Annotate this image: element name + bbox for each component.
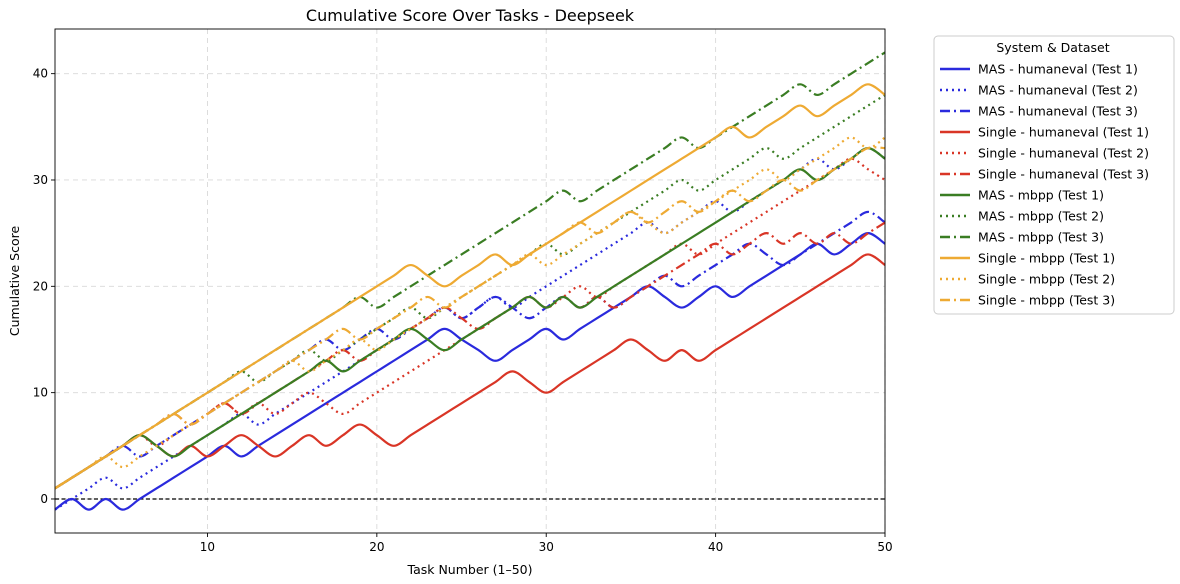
legend-label-5: Single - humaneval (Test 2) xyxy=(978,146,1149,161)
series-line-7 xyxy=(54,146,886,490)
plot-frame xyxy=(54,28,886,534)
x-axis-label: Task Number (1–50) xyxy=(407,562,533,577)
y-tick-label: 40 xyxy=(33,67,48,81)
x-tick-label: 40 xyxy=(708,540,723,554)
chart-title: Cumulative Score Over Tasks - Deepseek xyxy=(306,6,635,25)
legend-box xyxy=(933,35,1175,315)
gridlines xyxy=(55,29,886,533)
series-line-5 xyxy=(54,157,886,490)
x-tick-label: 20 xyxy=(369,540,384,554)
legend-label-10: Single - mbpp (Test 1) xyxy=(978,251,1115,266)
y-tick-label: 0 xyxy=(40,492,48,506)
legend-label-2: MAS - humaneval (Test 2) xyxy=(978,83,1138,98)
series-line-1 xyxy=(54,232,886,511)
y-axis-label: Cumulative Score xyxy=(7,226,22,337)
series-line-6 xyxy=(54,221,886,490)
legend-items: MAS - humaneval (Test 1) MAS - humaneval … xyxy=(940,62,1149,308)
series-line-12 xyxy=(54,146,886,490)
x-tick-label: 50 xyxy=(877,540,892,554)
legend-label-9: MAS - mbpp (Test 3) xyxy=(978,230,1104,245)
legend-label-12: Single - mbpp (Test 3) xyxy=(978,293,1115,308)
y-axis-ticks: 0 10 20 30 40 xyxy=(33,67,55,506)
y-tick-label: 30 xyxy=(33,173,48,187)
legend-label-6: Single - humaneval (Test 3) xyxy=(978,167,1149,182)
x-tick-label: 30 xyxy=(539,540,554,554)
legend-label-11: Single - mbpp (Test 2) xyxy=(978,272,1115,287)
legend-label-1: MAS - humaneval (Test 1) xyxy=(978,62,1138,77)
legend-label-7: MAS - mbpp (Test 1) xyxy=(978,188,1104,203)
y-tick-label: 20 xyxy=(33,279,48,293)
legend-title: System & Dataset xyxy=(996,40,1109,55)
x-axis-ticks: 10 20 30 40 50 xyxy=(200,533,893,554)
x-tick-label: 10 xyxy=(200,540,215,554)
legend-label-8: MAS - mbpp (Test 2) xyxy=(978,209,1104,224)
series-line-3 xyxy=(54,210,886,490)
series-line-10 xyxy=(54,83,886,490)
legend-label-4: Single - humaneval (Test 1) xyxy=(978,125,1149,140)
legend-label-3: MAS - humaneval (Test 3) xyxy=(978,104,1138,119)
y-tick-label: 10 xyxy=(33,386,48,400)
series-lines xyxy=(54,51,886,511)
legend: System & Dataset MAS - humaneval (Test 1… xyxy=(933,35,1175,315)
